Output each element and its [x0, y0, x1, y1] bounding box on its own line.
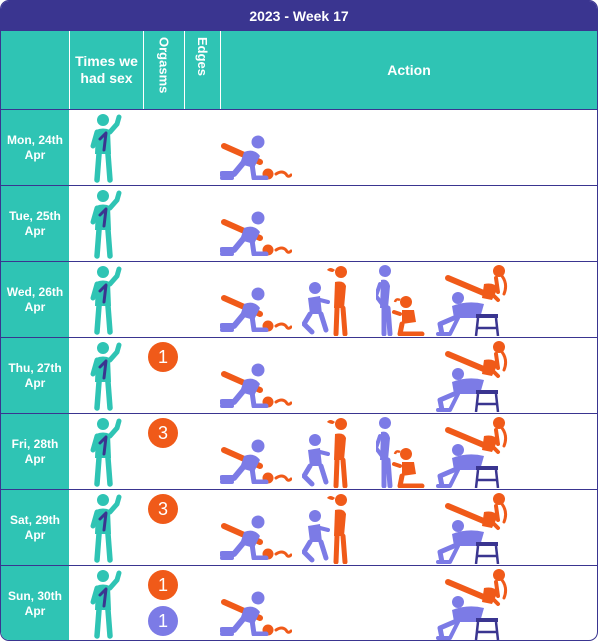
orgasm-count-badge: 1	[148, 570, 178, 600]
prone-position-icon	[220, 135, 292, 180]
day-date: Sat, 29th	[9, 512, 60, 527]
chair-bent-over-icon	[436, 493, 508, 564]
day-month: Apr	[24, 223, 46, 238]
day-date: Thu, 27th	[8, 360, 62, 375]
times-cell	[69, 490, 143, 565]
man-standing-one-icon	[90, 494, 122, 563]
day-label: Tue, 25th Apr	[1, 186, 69, 261]
man-standing-one-icon	[90, 190, 122, 259]
man-standing-one-icon	[90, 342, 122, 411]
table-row: Sat, 29th Apr 3	[1, 489, 597, 565]
orgasms-cell	[143, 186, 184, 261]
day-label: Thu, 27th Apr	[1, 338, 69, 413]
times-cell	[69, 186, 143, 261]
orgasms-cell: 1	[143, 338, 184, 413]
orgasms-cell	[143, 262, 184, 337]
orgasm-count-badge: 3	[148, 494, 178, 524]
day-month: Apr	[24, 147, 46, 162]
day-date: Sun, 30th	[7, 588, 62, 603]
table-row: Wed, 26th Apr	[1, 261, 597, 337]
kneeling-oral-icon	[302, 418, 348, 488]
orgasm-count-badge: 3	[148, 418, 178, 448]
day-label: Sat, 29th Apr	[1, 490, 69, 565]
action-cell	[220, 566, 597, 640]
prone-position-icon	[220, 439, 292, 484]
standing-oral-icon	[376, 265, 425, 336]
chair-bent-over-icon	[436, 569, 508, 640]
action-cell	[220, 414, 597, 489]
prone-position-icon	[220, 363, 292, 408]
day-label: Fri, 28th Apr	[1, 414, 69, 489]
prone-position-icon	[220, 591, 292, 636]
man-standing-one-icon	[90, 418, 122, 487]
day-month: Apr	[24, 451, 46, 466]
times-cell	[69, 414, 143, 489]
day-month: Apr	[24, 603, 46, 618]
header-action: Action	[220, 31, 597, 109]
header-orgasms: Orgasms	[143, 31, 184, 109]
day-date: Tue, 25th	[9, 208, 61, 223]
man-standing-one-icon	[90, 570, 122, 639]
day-month: Apr	[24, 375, 46, 390]
table-title: 2023 - Week 17	[1, 1, 597, 31]
table-row: Mon, 24th Apr	[1, 109, 597, 185]
man-standing-one-icon	[90, 114, 122, 183]
times-cell	[69, 566, 143, 640]
prone-position-icon	[220, 287, 292, 332]
prone-position-icon	[220, 515, 292, 560]
orgasms-cell	[143, 110, 184, 185]
table-row: Tue, 25th Apr	[1, 185, 597, 261]
action-cell	[220, 110, 597, 185]
day-month: Apr	[24, 527, 46, 542]
day-date: Mon, 24th	[7, 132, 63, 147]
header-edges-label: Edges	[195, 37, 210, 77]
chair-bent-over-icon	[436, 417, 508, 488]
day-label: Wed, 26th Apr	[1, 262, 69, 337]
action-cell	[220, 490, 597, 565]
day-label: Mon, 24th Apr	[1, 110, 69, 185]
table-row: Fri, 28th Apr 3	[1, 413, 597, 489]
orgasms-cell: 3	[143, 414, 184, 489]
orgasm-count-badge: 1	[148, 342, 178, 372]
day-label: Sun, 30th Apr	[1, 566, 69, 640]
orgasm-count-badge: 1	[148, 606, 178, 636]
day-month: Apr	[24, 299, 46, 314]
orgasms-cell: 3	[143, 490, 184, 565]
man-standing-one-icon	[90, 266, 122, 335]
header-day	[1, 31, 69, 109]
standing-oral-icon	[376, 417, 425, 488]
day-date: Fri, 28th	[11, 436, 59, 451]
kneeling-oral-icon	[302, 266, 348, 336]
times-cell	[69, 262, 143, 337]
chair-bent-over-icon	[436, 265, 508, 336]
prone-position-icon	[220, 211, 292, 256]
header-times: Times we had sex	[69, 31, 143, 109]
action-cell	[220, 262, 597, 337]
header-orgasms-label: Orgasms	[156, 37, 172, 94]
header-edges: Edges	[184, 31, 220, 109]
action-cell	[220, 338, 597, 413]
kneeling-oral-icon	[302, 494, 348, 564]
table-row: Thu, 27th Apr 1	[1, 337, 597, 413]
times-cell	[69, 338, 143, 413]
times-cell	[69, 110, 143, 185]
action-cell	[220, 186, 597, 261]
chair-bent-over-icon	[436, 341, 508, 412]
day-date: Wed, 26th	[6, 284, 64, 299]
